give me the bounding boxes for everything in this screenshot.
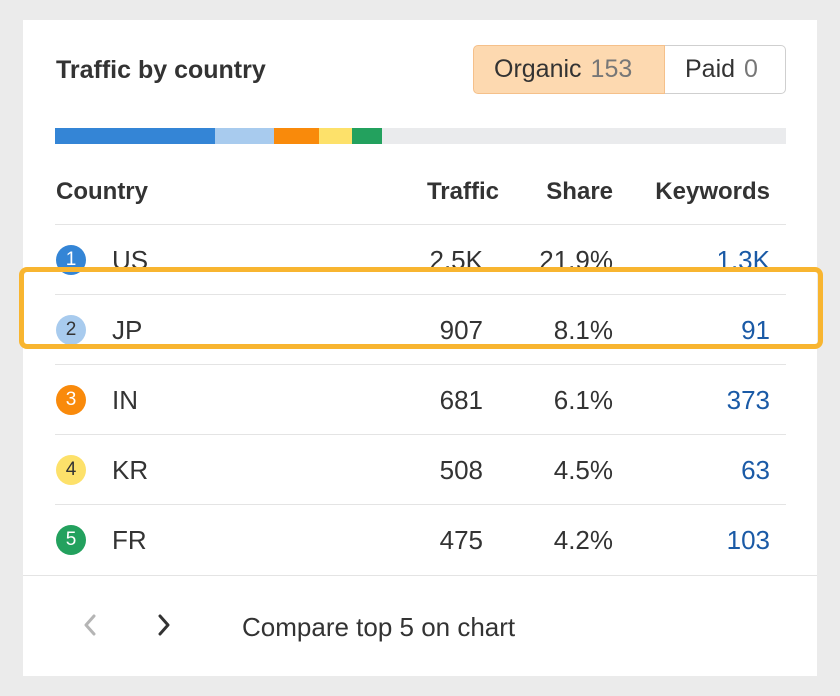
traffic-value: 2.5K [429,245,484,275]
traffic-value: 475 [439,525,483,555]
organic-label: Organic [494,55,582,83]
traffic-value: 907 [439,315,483,345]
table-row: 4 KR 508 4.5% 63 [55,435,786,505]
rank-badge: 3 [56,385,86,415]
organic-count: 153 [590,55,633,83]
paid-toggle-button[interactable]: Paid 0 [665,45,786,94]
share-bar-segment-jp [215,128,275,144]
keywords-link[interactable]: 63 [741,455,770,485]
rank-badge: 5 [56,525,86,555]
column-header-share[interactable]: Share [546,178,613,205]
country-code: IN [112,385,138,415]
keywords-link[interactable]: 1.3K [716,245,771,275]
country-code: JP [112,315,143,345]
table-header: Country Traffic Share Keywords [55,172,786,225]
traffic-type-toggle: Organic 153 Paid 0 [473,45,786,94]
compare-top-5-link[interactable]: Compare top 5 on chart [242,612,516,642]
share-value: 6.1% [553,385,613,415]
table-row: 5 FR 475 4.2% 103 [55,505,786,574]
share-value: 4.2% [553,525,613,555]
rank-badge: 2 [56,315,86,345]
share-bar-segment-in [274,128,319,144]
traffic-by-country-card: Traffic by country Organic 153 Paid 0 Co… [19,20,823,676]
table-row: 3 IN 681 6.1% 373 [55,365,786,435]
chevron-right-icon[interactable] [152,610,176,640]
traffic-value: 508 [439,455,483,485]
paid-label: Paid [685,55,736,83]
country-code: FR [112,525,147,555]
traffic-share-bar [55,128,786,144]
column-header-keywords[interactable]: Keywords [655,178,770,205]
share-bar-segment-fr [351,128,383,144]
share-value: 8.1% [553,315,613,345]
traffic-value: 681 [439,385,483,415]
keywords-link[interactable]: 103 [726,525,770,555]
share-value: 4.5% [553,455,613,485]
share-value: 21.9% [539,245,613,275]
country-code: KR [112,455,149,485]
rank-badge: 4 [56,455,86,485]
share-bar-segment-us [55,128,216,144]
chevron-left-icon[interactable] [78,610,102,640]
keywords-link[interactable]: 91 [741,315,770,345]
rank-badge: 1 [56,245,86,275]
card-title: Traffic by country [56,56,266,84]
footer-divider [23,575,817,576]
table-row: 2 JP 907 8.1% 91 [55,295,786,365]
share-bar-segment-kr [318,128,352,144]
table-row: 1 US 2.5K 21.9% 1.3K [55,225,786,295]
keywords-link[interactable]: 373 [726,385,770,415]
country-code: US [112,245,149,275]
paid-count: 0 [744,55,758,83]
organic-toggle-button[interactable]: Organic 153 [473,45,665,94]
column-header-traffic[interactable]: Traffic [426,178,499,205]
column-header-country: Country [56,178,148,205]
